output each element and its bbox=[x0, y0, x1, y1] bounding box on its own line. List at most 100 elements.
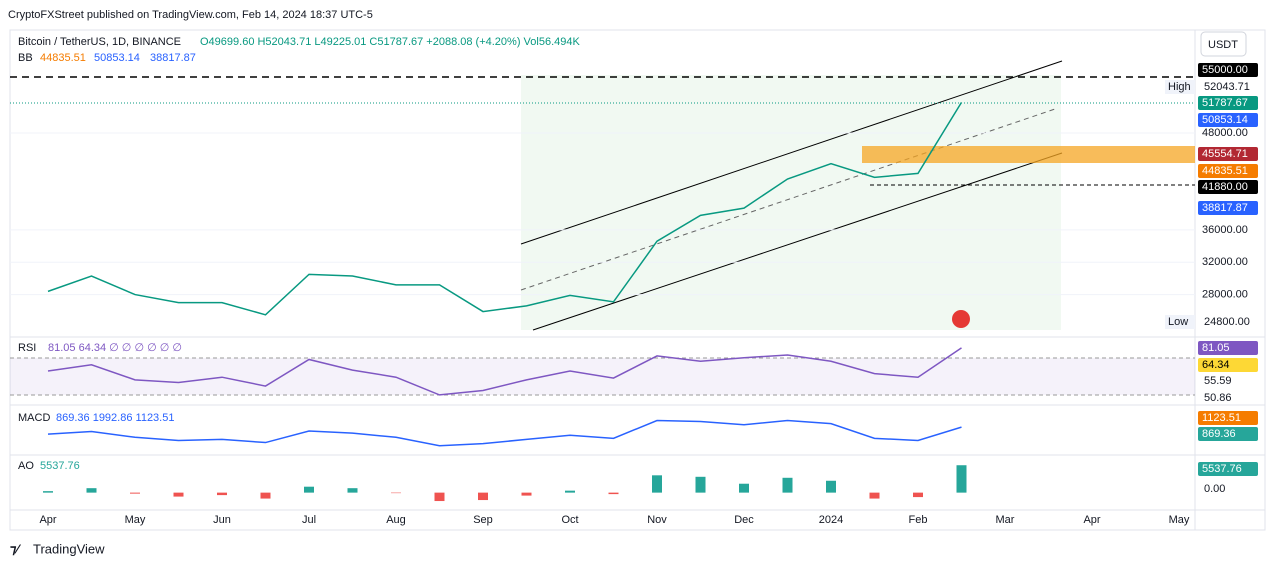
ao-bar bbox=[652, 475, 662, 493]
footer: TradingView bbox=[33, 541, 105, 556]
ao-bar bbox=[260, 492, 271, 499]
ao-bar bbox=[43, 491, 53, 493]
ohlc: O49699.60 H52043.71 L49225.01 C51787.67 … bbox=[200, 36, 580, 48]
level-label: 0.00 bbox=[1204, 483, 1225, 495]
bb-value: 44835.51 bbox=[40, 52, 86, 64]
level-tag bbox=[1165, 80, 1195, 94]
price-badge bbox=[1198, 63, 1258, 77]
y-tick-label: 32000.00 bbox=[1202, 256, 1248, 268]
price-badge-label: 45554.71 bbox=[1202, 148, 1248, 160]
y-tick-label: 48000.00 bbox=[1202, 127, 1248, 139]
bb-title: BB bbox=[18, 52, 33, 64]
level-label: 55.59 bbox=[1204, 375, 1232, 387]
y-tick-label: 28000.00 bbox=[1202, 288, 1248, 300]
ao-bar bbox=[521, 492, 532, 496]
level-label: 24800.00 bbox=[1204, 316, 1250, 328]
x-tick-label: Aug bbox=[386, 514, 406, 526]
ao-bar bbox=[130, 492, 140, 494]
price-badge-label: 51787.67 bbox=[1202, 97, 1248, 109]
indicator-title: AO bbox=[18, 460, 34, 472]
ao-bar bbox=[304, 486, 314, 493]
y-tick-label: 36000.00 bbox=[1202, 224, 1248, 236]
ao-bar bbox=[217, 492, 227, 496]
ao-bar bbox=[869, 492, 880, 499]
series-line bbox=[47, 347, 962, 396]
bb-value: 38817.87 bbox=[150, 52, 196, 64]
price-badge bbox=[1198, 113, 1258, 127]
x-tick-label: Nov bbox=[647, 514, 667, 526]
x-tick-label: Sep bbox=[473, 514, 493, 526]
channel-mid bbox=[520, 107, 1059, 291]
ao-bar bbox=[391, 492, 401, 494]
indicator-legend: 869.36 1992.86 1123.51 bbox=[56, 412, 174, 424]
price-badge-label: 55000.00 bbox=[1202, 64, 1248, 76]
ao-bar bbox=[86, 488, 97, 493]
ao-bar bbox=[565, 490, 575, 493]
publisher: CryptoFXStreet published on TradingView.… bbox=[8, 9, 373, 21]
symbol: Bitcoin / TetherUS, 1D, BINANCE bbox=[18, 36, 181, 48]
ao-bar bbox=[434, 492, 445, 502]
price-badge bbox=[1198, 180, 1258, 194]
currency[interactable]: USDT bbox=[1208, 39, 1238, 51]
indicator-legend: 81.05 64.34 ∅ ∅ ∅ ∅ ∅ ∅ bbox=[48, 342, 182, 354]
level-name: High bbox=[1168, 81, 1191, 93]
ao-bar bbox=[739, 483, 749, 493]
price-badge bbox=[1198, 164, 1258, 178]
price-badge-label: 64.34 bbox=[1202, 359, 1230, 371]
price-badge bbox=[1198, 427, 1258, 441]
x-tick-label: May bbox=[1169, 514, 1190, 526]
price-badge bbox=[1198, 147, 1258, 161]
ao-bar bbox=[913, 492, 923, 498]
frame bbox=[9, 29, 1266, 531]
channel-line bbox=[532, 152, 1063, 331]
level-tag bbox=[1165, 315, 1195, 329]
price-badge bbox=[1198, 411, 1258, 425]
x-tick-label: Feb bbox=[909, 514, 928, 526]
price-badge bbox=[1198, 358, 1258, 372]
series-line bbox=[47, 419, 962, 447]
x-tick-label: Jun bbox=[213, 514, 231, 526]
x-tick-label: Apr bbox=[39, 514, 56, 526]
x-tick-label: May bbox=[125, 514, 146, 526]
ao-bar bbox=[608, 492, 619, 495]
supply-zone bbox=[862, 146, 1195, 163]
x-tick-label: Apr bbox=[1083, 514, 1100, 526]
x-tick-label: Oct bbox=[561, 514, 578, 526]
zone bbox=[521, 75, 1061, 330]
ao-bar bbox=[347, 488, 358, 493]
ao-bar bbox=[826, 480, 836, 493]
level-label: 52043.71 bbox=[1204, 81, 1250, 93]
channel-line bbox=[520, 60, 1063, 245]
price-badge-label: 1123.51 bbox=[1202, 412, 1241, 424]
price-badge-label: 50853.14 bbox=[1202, 114, 1248, 126]
event-icon[interactable] bbox=[952, 310, 970, 328]
price-badge bbox=[1198, 341, 1258, 355]
price-badge-label: 5537.76 bbox=[1202, 463, 1242, 475]
price-badge-label: 41880.00 bbox=[1202, 181, 1248, 193]
x-tick-label: Mar bbox=[996, 514, 1015, 526]
footer-logo: ⁊⁄ bbox=[10, 541, 21, 556]
price-badge bbox=[1198, 201, 1258, 215]
bb-value: 50853.14 bbox=[94, 52, 140, 64]
level-name: Low bbox=[1168, 316, 1188, 328]
ao-bar bbox=[478, 492, 488, 501]
ao-bar bbox=[695, 476, 706, 493]
ao-bar bbox=[782, 477, 793, 493]
ao-bar bbox=[173, 492, 184, 497]
price-badge bbox=[1198, 462, 1258, 476]
ao-bar bbox=[956, 465, 967, 493]
indicator-title: MACD bbox=[18, 412, 50, 424]
price-badge bbox=[1198, 96, 1258, 110]
indicator-title: RSI bbox=[18, 342, 36, 354]
x-tick-label: 2024 bbox=[819, 514, 843, 526]
series-line bbox=[47, 101, 963, 316]
x-tick-label: Dec bbox=[734, 514, 754, 526]
x-tick-label: Jul bbox=[302, 514, 316, 526]
price-badge-label: 869.36 bbox=[1202, 428, 1236, 440]
indicator-legend: 5537.76 bbox=[40, 460, 80, 472]
price-badge-label: 44835.51 bbox=[1202, 165, 1248, 177]
currency-button[interactable] bbox=[1200, 31, 1247, 57]
price-badge-label: 81.05 bbox=[1202, 342, 1230, 354]
level-label: 50.86 bbox=[1204, 392, 1232, 404]
